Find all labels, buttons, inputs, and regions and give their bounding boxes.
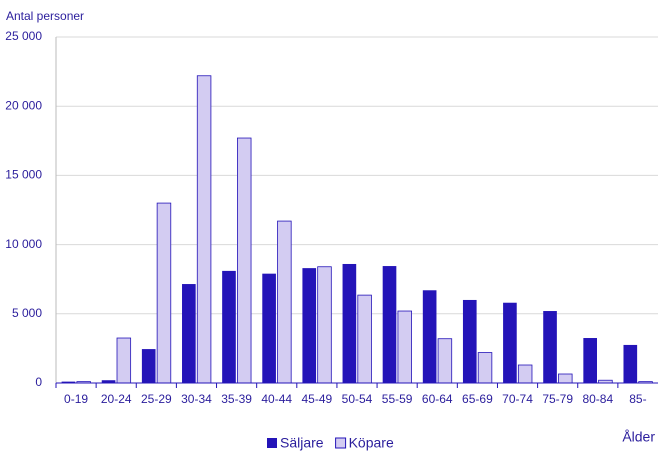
bar bbox=[583, 338, 597, 383]
bar bbox=[477, 352, 493, 384]
x-tick-label: 25-29 bbox=[141, 392, 172, 406]
legend-swatch bbox=[335, 437, 347, 449]
y-axis-title: Antal personer bbox=[6, 9, 84, 23]
bar bbox=[623, 344, 638, 383]
bar bbox=[277, 220, 292, 384]
y-tick-label: 15 000 bbox=[5, 168, 42, 182]
bar bbox=[302, 268, 317, 383]
bar bbox=[357, 294, 372, 384]
bar bbox=[382, 266, 397, 383]
x-tick-label: 80-84 bbox=[582, 392, 613, 406]
bar bbox=[342, 263, 357, 383]
x-tick-label: 45-49 bbox=[302, 392, 333, 406]
bar bbox=[517, 364, 533, 384]
bar bbox=[462, 299, 477, 383]
bar bbox=[437, 338, 453, 384]
x-tick-label: 60-64 bbox=[422, 392, 453, 406]
bar bbox=[422, 290, 437, 383]
bar bbox=[156, 202, 172, 384]
bar bbox=[61, 381, 76, 383]
legend-label: Köpare bbox=[349, 435, 394, 451]
bar bbox=[397, 310, 412, 384]
bar bbox=[503, 302, 517, 383]
bar bbox=[262, 273, 276, 383]
legend-label: Säljare bbox=[280, 435, 324, 451]
x-tick-label: 55-59 bbox=[382, 392, 413, 406]
y-tick-label: 20 000 bbox=[5, 98, 42, 112]
bar bbox=[101, 380, 116, 383]
x-tick-label: 40-44 bbox=[261, 392, 292, 406]
y-tick-label: 0 bbox=[35, 375, 42, 389]
x-tick-label: 85- bbox=[629, 392, 646, 406]
bar bbox=[237, 137, 252, 384]
bar bbox=[558, 373, 573, 384]
y-tick-label: 25 000 bbox=[5, 29, 42, 43]
x-tick-label: 30-34 bbox=[181, 392, 212, 406]
bar bbox=[196, 75, 212, 384]
bar bbox=[116, 337, 132, 384]
legend-swatch bbox=[267, 438, 277, 448]
y-tick-label: 5 000 bbox=[12, 306, 42, 320]
x-tick-label: 65-69 bbox=[462, 392, 493, 406]
x-tick-label: 0-19 bbox=[64, 392, 88, 406]
x-tick-label: 20-24 bbox=[101, 392, 132, 406]
x-tick-label: 70-74 bbox=[502, 392, 533, 406]
x-axis-title: Ålder bbox=[622, 429, 655, 445]
bar bbox=[543, 311, 557, 383]
x-tick-label: 50-54 bbox=[342, 392, 373, 406]
x-tick-label: 75-79 bbox=[542, 392, 573, 406]
x-tick-label: 35-39 bbox=[221, 392, 252, 406]
bar bbox=[317, 266, 332, 384]
bar bbox=[141, 349, 156, 383]
bar bbox=[222, 270, 236, 383]
y-tick-label: 10 000 bbox=[5, 237, 42, 251]
bar bbox=[182, 284, 196, 383]
